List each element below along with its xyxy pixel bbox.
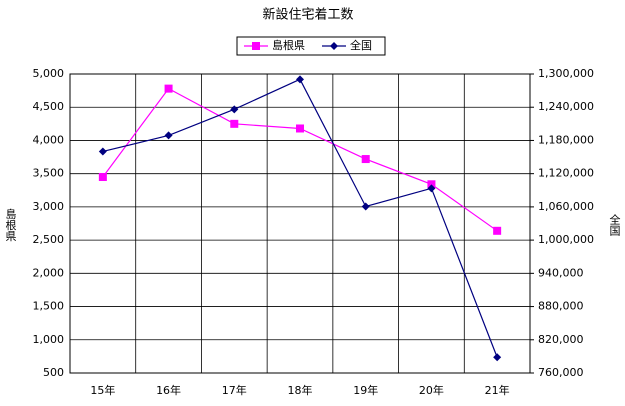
- marker: [252, 42, 260, 50]
- y2-tick-label: 1,000,000: [538, 233, 594, 246]
- y-tick-label: 4,500: [33, 100, 65, 113]
- marker: [330, 42, 338, 50]
- y2-axis-title: 全国: [608, 213, 621, 237]
- marker: [164, 131, 173, 140]
- x-tick-label: 16年: [156, 383, 181, 397]
- y-tick-label: 4,000: [33, 133, 65, 146]
- x-tick-label: 17年: [222, 383, 247, 397]
- marker: [427, 184, 436, 193]
- y2-tick-label: 1,060,000: [538, 200, 594, 213]
- y-tick-label: 3,000: [33, 200, 65, 213]
- y2-tick-label: 820,000: [538, 333, 584, 346]
- y2-tick-label: 1,180,000: [538, 133, 594, 146]
- y2-tick-label: 1,240,000: [538, 100, 594, 113]
- legend-label: 島根県: [272, 38, 305, 52]
- y-axis-title: 島根県: [4, 207, 17, 242]
- marker: [427, 180, 436, 189]
- marker: [493, 353, 502, 362]
- y2-tick-label: 940,000: [538, 266, 584, 279]
- marker: [230, 119, 239, 128]
- y-tick-label: 3,500: [33, 167, 65, 180]
- x-tick-label: 20年: [419, 383, 444, 397]
- marker: [164, 84, 173, 93]
- x-tick-label: 15年: [90, 383, 115, 397]
- y-tick-label: 1,000: [33, 333, 65, 346]
- marker: [230, 105, 239, 114]
- y-tick-label: 500: [43, 366, 64, 379]
- marker: [361, 155, 370, 164]
- y2-tick-label: 760,000: [538, 366, 584, 379]
- y2-tick-label: 880,000: [538, 300, 584, 313]
- plot-area: [69, 73, 531, 374]
- legend-label: 全国: [350, 38, 372, 52]
- x-tick-label: 21年: [485, 383, 510, 397]
- y2-tick-label: 1,300,000: [538, 67, 594, 80]
- marker: [296, 75, 304, 84]
- marker: [296, 124, 304, 133]
- marker: [98, 172, 107, 181]
- x-tick-label: 18年: [288, 383, 313, 397]
- y-tick-label: 5,000: [33, 67, 65, 80]
- legend-box: [236, 36, 386, 56]
- y-tick-label: 1,500: [33, 300, 65, 313]
- marker: [493, 226, 502, 235]
- chart-title: 新設住宅着工数: [262, 7, 353, 23]
- y-tick-label: 2,500: [33, 233, 65, 246]
- marker: [98, 147, 107, 156]
- marker: [361, 202, 370, 211]
- y2-tick-label: 1,120,000: [538, 167, 594, 180]
- x-tick-label: 19年: [353, 383, 378, 397]
- y-tick-label: 2,000: [33, 266, 65, 279]
